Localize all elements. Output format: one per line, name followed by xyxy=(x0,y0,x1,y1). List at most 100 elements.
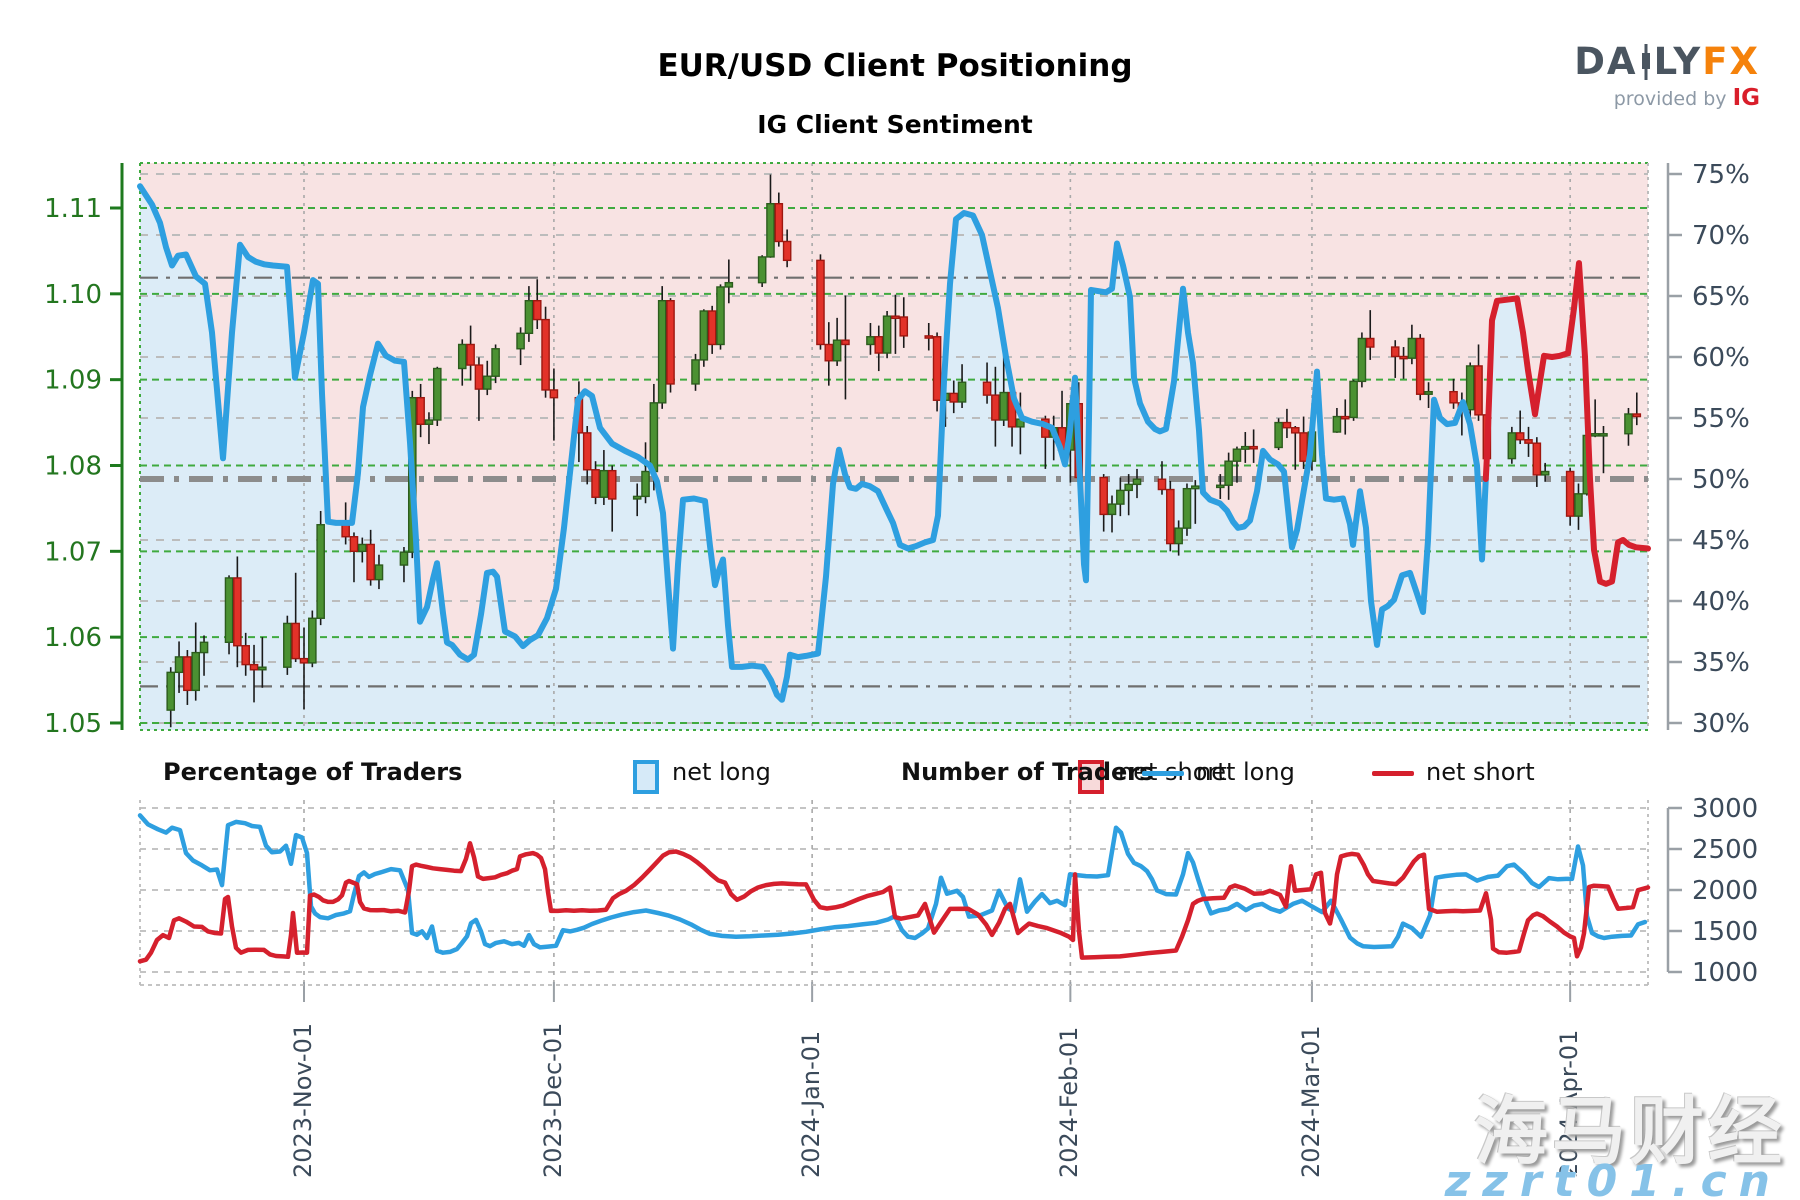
net-long-pct-line xyxy=(936,210,1091,584)
chart-legend: Percentage of Traders net long net short… xyxy=(0,758,1800,798)
left-axis-tick-label: 1.06 xyxy=(44,623,102,653)
candle-bullish xyxy=(1240,445,1250,450)
candles-group xyxy=(166,174,1642,728)
right-axis-tick-label: 55% xyxy=(1692,404,1750,434)
candle-bearish xyxy=(1365,337,1375,348)
number-of-traders-chart: 1000 1500 2000 2500 3000 xyxy=(137,794,1758,1002)
candle-bullish xyxy=(1107,503,1117,516)
candle-bearish xyxy=(1157,478,1167,491)
traders-axis-tick-label: 3000 xyxy=(1692,794,1758,824)
x-axis-date-label: 2024-Feb-01 xyxy=(1055,1026,1084,1178)
candle-bullish xyxy=(1215,484,1225,489)
candle-bullish xyxy=(358,543,367,553)
candle-bullish xyxy=(882,315,892,354)
candle-bearish xyxy=(1166,488,1175,545)
num-net-long-swatch xyxy=(1142,771,1184,776)
candle-bullish xyxy=(191,651,201,692)
x-axis-date-label: 2023-Dec-01 xyxy=(538,1022,567,1178)
candle-bearish xyxy=(1524,439,1533,444)
candle-bullish xyxy=(1224,460,1233,486)
candle-bearish xyxy=(824,343,834,362)
traders-right-axis: 1000 1500 2000 2500 3000 xyxy=(1666,794,1758,988)
candle-bullish xyxy=(832,339,842,362)
page-title: EUR/USD Client Positioning xyxy=(657,48,1133,84)
net-long-pct-line xyxy=(1281,476,1309,551)
candle-bullish xyxy=(1124,483,1133,492)
candle-bullish xyxy=(1182,487,1192,529)
candle-bearish xyxy=(591,469,600,498)
candle-bearish xyxy=(233,577,242,647)
candle-bullish xyxy=(766,203,775,258)
left-axis-tick-label: 1.11 xyxy=(44,194,102,224)
candle-bearish xyxy=(249,663,259,671)
dailyfx-logo: DA LY FX provided by IG xyxy=(1574,40,1760,111)
right-axis-tick-label: 50% xyxy=(1692,465,1750,495)
candle-bullish xyxy=(1599,433,1608,437)
left-axis-tick-label: 1.08 xyxy=(44,451,102,481)
candle-bearish xyxy=(1399,355,1408,360)
candle-bullish xyxy=(432,367,442,421)
x-axis-date-label: 2024-Jan-01 xyxy=(797,1030,826,1178)
candle-bullish xyxy=(457,343,467,370)
candle-bearish xyxy=(416,396,425,425)
legend-num-net-short: net short xyxy=(1426,758,1535,786)
chart-subtitle: IG Client Sentiment xyxy=(757,110,1033,139)
candle-bearish xyxy=(1632,413,1642,418)
candle-bullish xyxy=(399,551,409,566)
candle-bearish xyxy=(782,240,792,262)
candle-bearish xyxy=(349,536,359,553)
logo-fx: FX xyxy=(1702,40,1760,83)
left-axis-tick-label: 1.05 xyxy=(44,709,102,739)
candle-bullish xyxy=(1274,421,1283,449)
net-long-pct-line xyxy=(1255,447,1288,482)
candle-bearish xyxy=(341,524,350,538)
candle-bullish xyxy=(258,666,267,671)
net-long-pct-line xyxy=(409,476,573,663)
net-long-pct-line xyxy=(1302,368,1328,482)
watermark-text: 海马财经 xyxy=(1474,1089,1786,1175)
right-axis-tick-label: 60% xyxy=(1692,343,1750,373)
net-long-pct-line xyxy=(1427,396,1481,482)
candle-bullish xyxy=(1357,337,1367,383)
candle-bearish xyxy=(774,203,784,243)
candle-bullish xyxy=(1174,527,1183,545)
candle-bearish xyxy=(1099,476,1108,516)
candle-bearish xyxy=(1474,365,1483,416)
pct-net-long-swatch xyxy=(633,760,659,794)
candle-bearish xyxy=(1532,442,1542,476)
candle-bullish xyxy=(224,577,234,643)
candle-bullish xyxy=(1624,413,1633,435)
candle-bullish xyxy=(1424,390,1433,395)
x-axis-date-label: 2024-Mar-01 xyxy=(1296,1025,1325,1178)
fill-below-sentiment xyxy=(140,186,1648,730)
candle-bearish xyxy=(541,318,550,391)
candle-bearish xyxy=(291,622,300,660)
candle-bullish xyxy=(1507,432,1517,460)
sentiment-line-group xyxy=(137,183,1651,703)
candle-bullish xyxy=(691,359,700,385)
candle-bearish xyxy=(1282,421,1292,429)
candle-bullish xyxy=(1116,489,1125,505)
net-long-pct-line xyxy=(1321,476,1434,648)
traders-net-long-line xyxy=(137,813,1648,955)
candle-bullish xyxy=(1407,337,1417,359)
net-long-pct-line xyxy=(652,476,837,703)
traders-net-short-line xyxy=(137,841,1651,964)
candle-bearish xyxy=(474,364,484,390)
candle-bullish xyxy=(657,299,667,404)
candle-bearish xyxy=(874,336,884,354)
candle-bearish xyxy=(816,259,825,346)
candle-bullish xyxy=(632,495,642,500)
candle-bearish xyxy=(1415,337,1425,395)
x-axis-date-label: 2023-Nov-01 xyxy=(289,1022,317,1178)
candle-bullish xyxy=(308,617,317,664)
logo-provided-by: provided by xyxy=(1613,88,1727,110)
candle-bearish xyxy=(241,645,250,666)
candlestick-icon xyxy=(1641,43,1650,80)
candle-bullish xyxy=(649,402,659,473)
right-percent-axis: 30% 35% 40% 45% 50% 55% 60% 65% 70% 75% xyxy=(1666,160,1750,739)
net-long-pct-line xyxy=(1474,476,1489,563)
right-axis-tick-label: 70% xyxy=(1692,221,1750,251)
candle-bullish xyxy=(174,656,184,674)
left-price-axis: 1.05 1.06 1.07 1.08 1.09 1.10 1.11 xyxy=(44,163,124,739)
